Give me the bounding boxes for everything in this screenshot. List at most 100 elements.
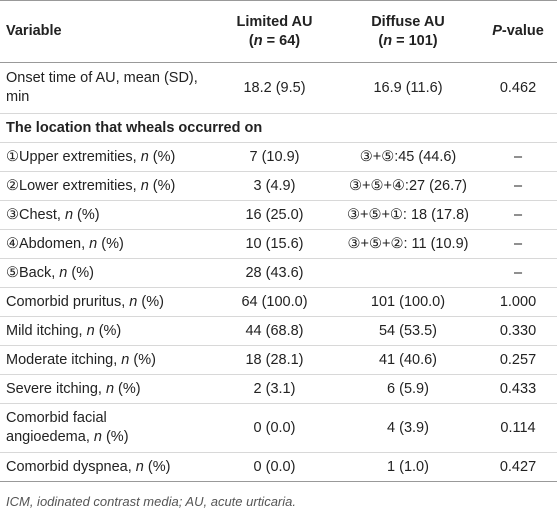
cell-text: Comorbid dyspnea, n (%) xyxy=(6,458,171,475)
table-cell: ④Abdomen, n (%) xyxy=(0,229,212,259)
table-cell: Comorbid dyspnea, n (%) xyxy=(0,452,212,482)
table-cell: 3 (4.9) xyxy=(212,171,337,201)
cell-text: 18 (28.1) xyxy=(245,351,304,368)
table-cell: Moderate itching, n (%) xyxy=(0,345,212,375)
table-cell: Comorbid pruritus, n (%) xyxy=(0,287,212,317)
cell-text: 0.330 xyxy=(499,322,537,339)
cell-text: ②Lower extremities, n (%) xyxy=(6,177,176,194)
header-text: Limited AU xyxy=(236,13,313,30)
cell-text: ③Chest, n (%) xyxy=(6,206,100,223)
table-cell: – xyxy=(479,258,557,288)
table-cell: ①Upper extremities, n (%) xyxy=(0,142,212,172)
cell-text: 0.257 xyxy=(499,351,537,368)
cell-text: – xyxy=(513,148,523,165)
cell-text: 1 (1.0) xyxy=(387,458,429,475)
table-cell: ③+⑤+②: 11 (10.9) xyxy=(337,229,479,259)
table-row: Severe itching, n (%) 2 (3.1) 6 (5.9) 0.433 xyxy=(0,374,557,404)
table-cell: ③+⑤+①: 18 (17.8) xyxy=(337,200,479,230)
table-cell: 0.114 xyxy=(479,403,557,453)
header-cell: P-value xyxy=(479,0,557,63)
table-cell: – xyxy=(479,171,557,201)
cell-text: 54 (53.5) xyxy=(378,322,438,339)
table-row: Onset time of AU, mean (SD), min 18.2 (9.… xyxy=(0,62,557,114)
cell-text: 28 (43.6) xyxy=(245,264,304,281)
table-cell: 0.462 xyxy=(479,62,557,114)
cell-text: ①Upper extremities, n (%) xyxy=(6,148,176,165)
table-cell: – xyxy=(479,142,557,172)
cell-text: 101 (100.0) xyxy=(370,293,446,310)
cell-text: 0.114 xyxy=(500,419,536,436)
cell-text: – xyxy=(513,206,523,223)
table-cell: 1 (1.0) xyxy=(337,452,479,482)
table-cell: ②Lower extremities, n (%) xyxy=(0,171,212,201)
table-cell: The location that wheals occurred on xyxy=(0,113,557,143)
cell-text: 0 (0.0) xyxy=(253,458,296,475)
table-row: Mild itching, n (%) 44 (68.8) 54 (53.5) 0.3… xyxy=(0,316,557,346)
table-cell: 101 (100.0) xyxy=(337,287,479,317)
cell-text: – xyxy=(513,235,523,252)
cell-text: 16.9 (11.6) xyxy=(373,79,443,96)
table-cell: ③Chest, n (%) xyxy=(0,200,212,230)
table-cell: 18.2 (9.5) xyxy=(212,62,337,114)
cell-text: 0.462 xyxy=(499,79,537,96)
cell-text: Moderate itching, n (%) xyxy=(6,351,156,368)
cell-text: 44 (68.8) xyxy=(245,322,304,339)
header-cell: Variable xyxy=(0,0,212,63)
header-text: (n = 101) xyxy=(378,32,438,49)
table-cell: – xyxy=(479,229,557,259)
table-cell: 16 (25.0) xyxy=(212,200,337,230)
table-cell: 0 (0.0) xyxy=(212,403,337,453)
table-row: ①Upper extremities, n (%) 7 (10.9) ③+⑤:45 … xyxy=(0,142,557,172)
cell-text: ③+⑤+①: 18 (17.8) xyxy=(346,206,470,223)
cell-text: Comorbid facial angioedema, n (%) xyxy=(6,410,129,445)
table-row: The location that wheals occurred on xyxy=(0,113,557,143)
table-cell: ③+⑤:45 (44.6) xyxy=(337,142,479,172)
table-cell: 1.000 xyxy=(479,287,557,317)
table-cell: – xyxy=(479,200,557,230)
table-cell: 41 (40.6) xyxy=(337,345,479,375)
table-row: ④Abdomen, n (%) 10 (15.6) ③+⑤+②: 11 (10.9)… xyxy=(0,229,557,259)
table-cell: 7 (10.9) xyxy=(212,142,337,172)
table-cell: 28 (43.6) xyxy=(212,258,337,288)
table-cell: 16.9 (11.6) xyxy=(337,62,479,114)
cell-text: – xyxy=(513,264,523,281)
cell-text: Mild itching, n (%) xyxy=(6,322,122,339)
table-row: Comorbid pruritus, n (%) 64 (100.0) 101 (1… xyxy=(0,287,557,317)
cell-text: The location that wheals occurred on xyxy=(6,119,263,136)
header-cell: Diffuse AU (n = 101) xyxy=(337,0,479,63)
table-row: Moderate itching, n (%) 18 (28.1) 41 (40.6… xyxy=(0,345,557,375)
table-row: ②Lower extremities, n (%) 3 (4.9) ③+⑤+④:27… xyxy=(0,171,557,201)
cell-text: ③+⑤:45 (44.6) xyxy=(359,148,457,165)
table-cell: 0.257 xyxy=(479,345,557,375)
cell-text: ④Abdomen, n (%) xyxy=(6,235,124,252)
table-cell: 4 (3.9) xyxy=(337,403,479,453)
cell-text: 4 (3.9) xyxy=(387,419,429,436)
table-cell: Mild itching, n (%) xyxy=(0,316,212,346)
cell-text: ③+⑤+④:27 (26.7) xyxy=(349,177,467,194)
cell-text: 10 (15.6) xyxy=(245,235,304,252)
table-cell: 18 (28.1) xyxy=(212,345,337,375)
cell-text: ⑤Back, n (%) xyxy=(6,264,94,281)
cell-text: 7 (10.9) xyxy=(249,148,300,165)
table-cell: 6 (5.9) xyxy=(337,374,479,404)
cell-text: – xyxy=(513,177,523,194)
header-text: P-value xyxy=(492,23,544,39)
header-row: Variable Limited AU (n = 64) Diffuse AU (n =… xyxy=(0,0,557,63)
data-table: Variable Limited AU (n = 64) Diffuse AU (n =… xyxy=(0,0,557,482)
table-cell: Severe itching, n (%) xyxy=(0,374,212,404)
table-cell: ⑤Back, n (%) xyxy=(0,258,212,288)
cell-text: 1.000 xyxy=(499,293,537,310)
cell-text: ③+⑤+②: 11 (10.9) xyxy=(347,235,469,252)
cell-text: Onset time of AU, mean (SD), min xyxy=(6,70,198,105)
cell-text: 18.2 (9.5) xyxy=(243,79,306,96)
cell-text: 2 (3.1) xyxy=(253,380,296,397)
cell-text: 41 (40.6) xyxy=(378,351,438,368)
table-row: ⑤Back, n (%) 28 (43.6) – xyxy=(0,258,557,288)
cell-text: Severe itching, n (%) xyxy=(6,380,141,397)
cell-text: 16 (25.0) xyxy=(245,206,304,223)
table-cell: 64 (100.0) xyxy=(212,287,337,317)
cell-text: 3 (4.9) xyxy=(253,177,296,194)
table-row: Comorbid dyspnea, n (%) 0 (0.0) 1 (1.0) 0.4… xyxy=(0,452,557,482)
header-text: Variable xyxy=(6,23,62,39)
